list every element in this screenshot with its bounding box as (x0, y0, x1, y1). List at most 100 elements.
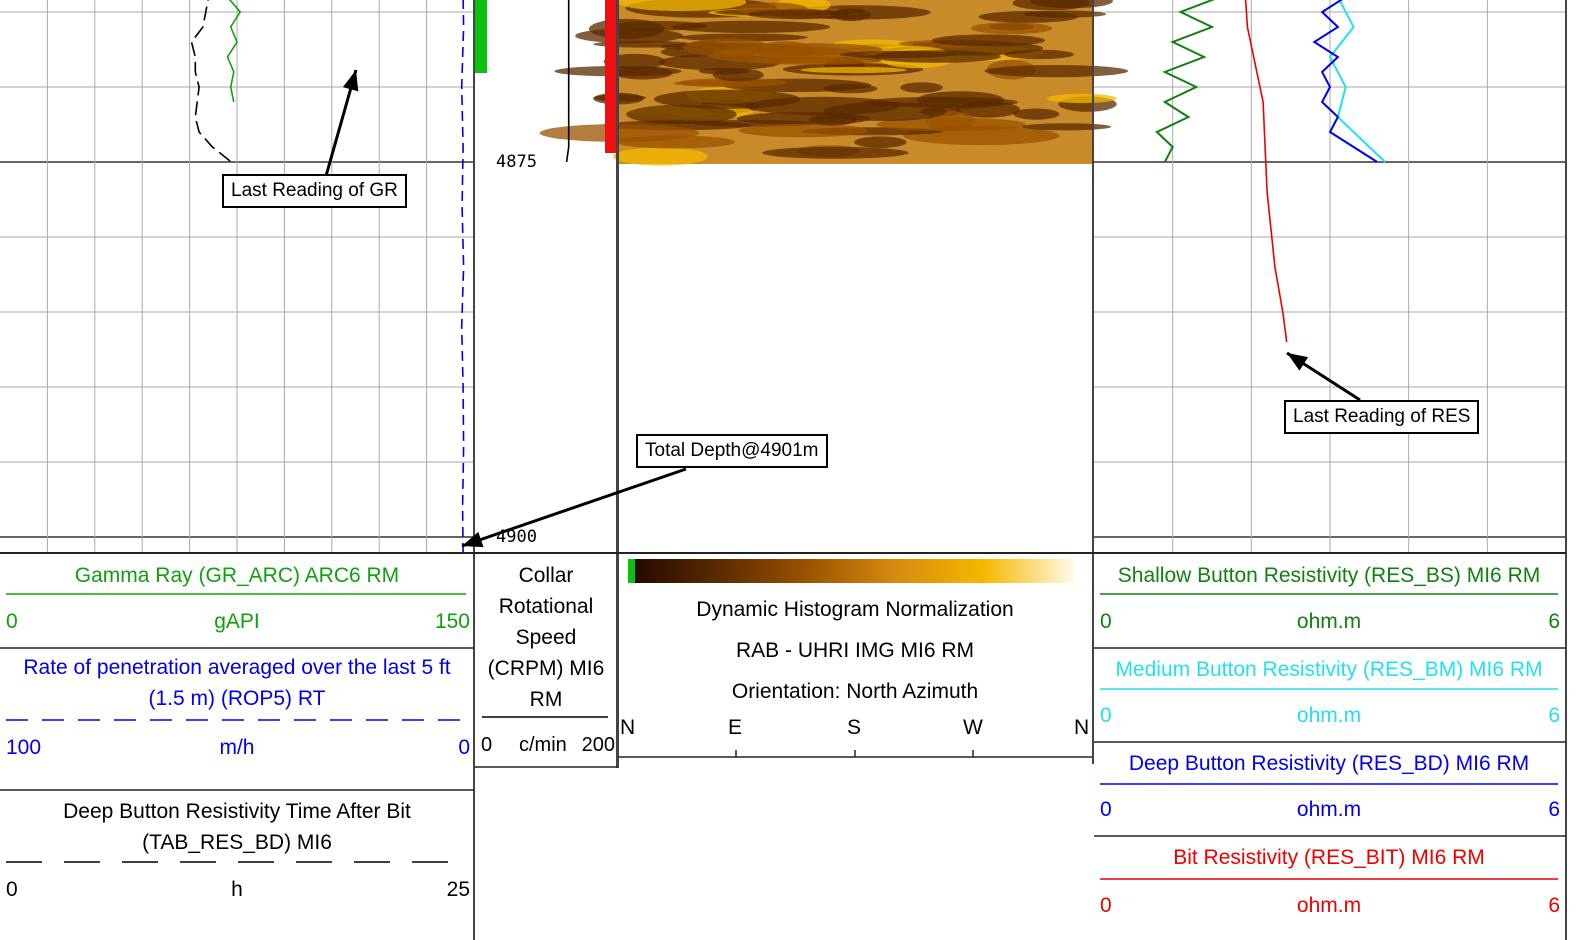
res-flag-bar (605, 0, 616, 153)
res-bs-header: Shallow Button Resistivity (RES_BS) MI6 … (1094, 554, 1564, 648)
image-texture-blob (613, 147, 708, 166)
res-bit-min: 0 (1100, 894, 1112, 917)
res-bm-min: 0 (1100, 704, 1112, 727)
rop-header: Rate of penetration averaged over the la… (0, 648, 474, 790)
res-bd-curve (1312, 0, 1378, 163)
res-bd-min: 0 (1100, 798, 1112, 821)
crpm-unit: c/min (519, 734, 567, 756)
rop-unit: m/h (219, 736, 255, 759)
crpm-max: 200 (581, 734, 615, 756)
image-texture-blob (616, 0, 747, 12)
rop-flag-bar (475, 0, 487, 73)
image-texture-blob (683, 38, 770, 57)
gr-header: Gamma Ray (GR_ARC) ARC6 RM 0 gAPI 150 (0, 554, 474, 648)
rop-max: 0 (458, 736, 470, 759)
image-texture-blob (626, 104, 737, 125)
image-texture-blob (1012, 0, 1090, 11)
res-bm-header: Medium Button Resistivity (RES_BM) MI6 R… (1094, 648, 1564, 742)
borehole-image (539, 0, 1128, 583)
image-texture-blob (830, 8, 871, 22)
image-texture-blob (539, 124, 700, 142)
annotation-total-depth: Total Depth@4901m (636, 434, 828, 468)
image-header: Dynamic Histogram Normalization RAB - UH… (618, 554, 1092, 764)
depth-label-4875: 4875 (496, 152, 537, 172)
image-texture-blob (603, 53, 666, 70)
image-texture-blob (575, 28, 683, 44)
image-texture-blob (916, 91, 1005, 109)
res-bit-unit: ohm.m (1296, 894, 1362, 917)
crpm-title: Collar Rotational Speed (CRPM) MI6 RM (487, 564, 605, 711)
image-texture-blob (931, 34, 1046, 47)
res-bit-max: 6 (1548, 894, 1560, 917)
image-normalization-label: Dynamic Histogram Normalization (696, 598, 1014, 621)
image-orientation-label: Orientation: North Azimuth (731, 680, 979, 703)
res-bm-curve (1328, 0, 1386, 163)
image-tool-label: RAB - UHRI IMG MI6 RM (735, 639, 974, 662)
res-bit-curve (1244, 0, 1288, 343)
gr-title: Gamma Ray (GR_ARC) ARC6 RM (74, 564, 400, 587)
image-texture-blob (747, 9, 850, 19)
tab-header: Deep Button Resistivity Time After Bit (… (0, 790, 474, 940)
gr-min: 0 (6, 610, 18, 633)
image-texture-blob (1013, 108, 1060, 120)
image-texture-blob (1004, 49, 1074, 60)
tab-unit: h (231, 878, 243, 901)
image-texture-blob (984, 65, 1128, 78)
res-bs-min: 0 (1100, 610, 1112, 633)
annotation-res-last-reading: Last Reading of RES (1284, 400, 1480, 434)
image-texture-blob (744, 43, 883, 56)
res-bs-unit: ohm.m (1296, 610, 1362, 633)
image-texture-blob (900, 82, 943, 93)
rop-min: 100 (6, 736, 42, 759)
crpm-curve (565, 0, 570, 163)
image-texture-blob (738, 123, 868, 138)
res-arrow-head (1287, 353, 1309, 371)
rop-curve (460, 0, 465, 553)
image-texture-blob (672, 20, 831, 33)
annotation-arrows (324, 69, 1361, 548)
azimuth-w: W (963, 716, 983, 739)
tab-max: 25 (446, 878, 470, 901)
image-texture-blob (712, 68, 764, 82)
azimuth-n-left: N (620, 716, 636, 739)
res-bs-curve (1155, 0, 1215, 163)
image-texture-blob (823, 101, 947, 122)
crpm-header: Collar Rotational Speed (CRPM) MI6 RM 0 … (475, 554, 617, 768)
depth-label-4900: 4900 (496, 527, 537, 547)
image-texture-blob (1046, 93, 1117, 104)
res-bs-max: 6 (1548, 610, 1560, 633)
total-depth-arrow (461, 467, 687, 548)
depth-grid (0, 0, 1566, 552)
res-bd-header: Deep Button Resistivity (RES_BD) MI6 RM … (1094, 742, 1564, 836)
res-bit-header: Bit Resistivity (RES_BIT) MI6 RM 0 ohm.m… (1094, 836, 1564, 940)
res-bit-title: Bit Resistivity (RES_BIT) MI6 RM (1173, 846, 1485, 869)
res-bm-max: 6 (1548, 704, 1560, 727)
tab-title: Deep Button Resistivity Time After Bit (… (63, 800, 411, 854)
image-texture-blob (840, 50, 956, 59)
azimuth-n-right: N (1074, 716, 1090, 739)
palette-scale-bar (628, 559, 1074, 583)
image-texture-blob (746, 56, 882, 65)
res-bm-unit: ohm.m (1296, 704, 1362, 727)
tab-min: 0 (6, 878, 18, 901)
gr-unit: gAPI (214, 610, 260, 633)
total-depth-arrow-head (462, 531, 484, 548)
image-texture-blob (854, 136, 907, 148)
log-curves (190, 0, 1386, 553)
res-bd-title: Deep Button Resistivity (RES_BD) MI6 RM (1128, 752, 1530, 775)
res-bd-max: 6 (1548, 798, 1560, 821)
gr-curve (226, 0, 242, 103)
rop-title: Rate of penetration averaged over the la… (23, 656, 451, 710)
res-bd-unit: ohm.m (1296, 798, 1362, 821)
gr-max: 150 (434, 610, 470, 633)
gr-arrow-head (342, 70, 359, 92)
res-bm-title: Medium Button Resistivity (RES_BM) MI6 R… (1115, 658, 1543, 681)
crpm-min: 0 (481, 734, 493, 756)
azimuth-e: E (728, 716, 743, 739)
res-bs-title: Shallow Button Resistivity (RES_BS) MI6 … (1117, 564, 1541, 587)
image-texture-blob (678, 78, 788, 87)
image-texture-blob (970, 22, 1053, 35)
annotation-gr-last-reading: Last Reading of GR (222, 174, 407, 208)
